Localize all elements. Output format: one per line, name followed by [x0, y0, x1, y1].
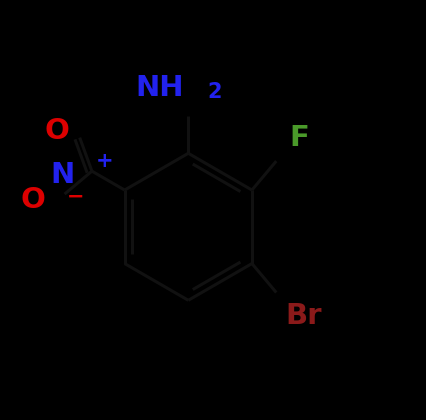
Text: F: F [289, 124, 308, 152]
Text: NH: NH [135, 74, 184, 102]
Text: Br: Br [285, 302, 321, 330]
Text: +: + [96, 151, 113, 171]
Text: O: O [21, 186, 46, 214]
Text: O: O [44, 117, 69, 145]
Text: −: − [66, 186, 84, 206]
Text: N: N [51, 161, 75, 189]
Text: 2: 2 [207, 82, 221, 102]
